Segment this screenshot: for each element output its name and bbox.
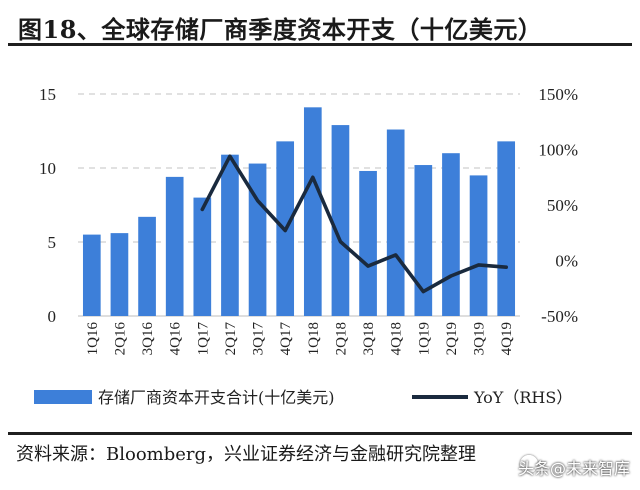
y-right-tick-label: 100% [538,141,578,160]
x-tick-label: 4Q16 [168,322,184,356]
y-right-tick-label: 150% [538,85,578,104]
y-right-tick-label: 50% [547,196,578,215]
x-tick-label: 4Q17 [278,322,294,356]
x-tick-label: 3Q18 [361,322,377,355]
chart-title: 图18、全球存储厂商季度资本开支（十亿美元） [18,15,543,44]
x-tick-label: 4Q18 [389,322,405,355]
bar [359,170,377,316]
x-tick-label: 1Q18 [306,322,322,355]
bar [414,165,433,316]
x-tick-label: 3Q16 [140,322,156,356]
x-tick-label: 2Q18 [333,322,349,355]
x-tick-label: 2Q17 [223,322,239,356]
title-bar: 图18、全球存储厂商季度资本开支（十亿美元） [8,6,632,46]
bar [386,129,405,316]
bar [469,175,488,316]
x-tick-label: 2Q16 [112,322,128,356]
y-right-tick-label: 0% [555,252,578,271]
legend-bar-swatch [34,390,92,404]
source-note: 资料来源：Bloomberg，兴业证券经济与金融研究院整理 [16,444,477,465]
footer-divider [8,432,632,435]
x-tick-label: 3Q17 [251,322,267,356]
bar [497,141,516,316]
bar [248,163,267,316]
x-tick-label: 4Q19 [499,322,515,355]
bar [221,154,239,316]
y-right-tick-label: -50% [541,307,578,326]
x-tick-label: 3Q19 [472,322,488,355]
bar [82,234,101,316]
legend-line-label: YoY（RHS） [473,388,572,407]
y-left-tick-label: 15 [39,85,56,104]
watermark: 头条@未来智库 [517,459,630,478]
x-tick-label: 1Q19 [416,322,432,355]
bar [442,153,460,316]
bar [110,233,129,316]
x-tick-label: 1Q17 [195,322,211,356]
y-left-tick-label: 0 [48,307,57,326]
bar [138,216,156,316]
y-left-tick-label: 5 [48,233,57,252]
x-tick-label: 2Q19 [444,322,460,355]
legend-bar-label: 存储厂商资本开支合计(十亿美元) [98,388,335,407]
bar [193,197,212,316]
x-tick-label: 1Q16 [85,322,101,356]
bar [303,107,322,316]
bar [165,176,184,316]
yoy-line [200,154,509,294]
y-left-tick-label: 10 [39,159,56,178]
watermark-logo-icon [520,455,538,473]
bar [331,125,350,316]
